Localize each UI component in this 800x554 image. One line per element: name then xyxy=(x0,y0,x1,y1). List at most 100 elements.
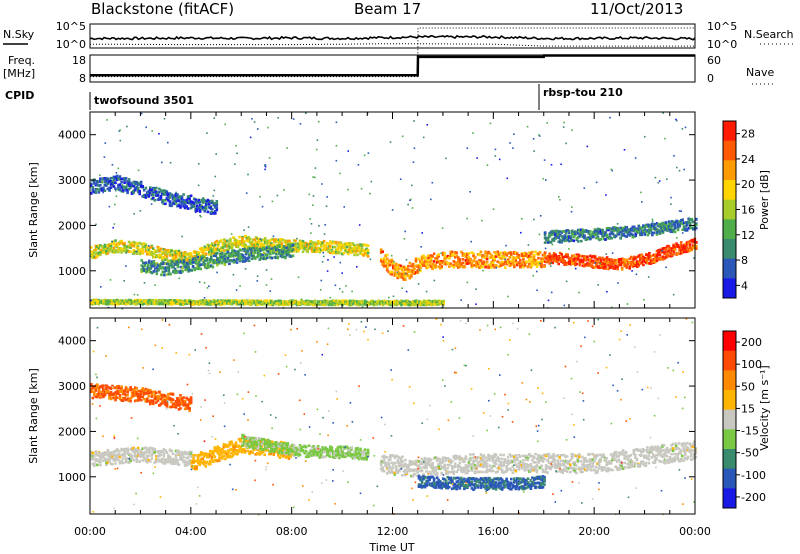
heatmap-cell xyxy=(251,302,255,305)
heatmap-cell xyxy=(522,255,525,259)
heatmap-dot xyxy=(550,262,552,264)
heatmap-cell xyxy=(204,200,208,203)
heatmap-cell xyxy=(322,239,326,243)
heatmap-cell xyxy=(135,252,138,255)
heatmap-cell xyxy=(252,247,255,250)
heatmap-cell xyxy=(412,300,415,303)
heatmap-cell xyxy=(371,301,374,304)
heatmap-cell xyxy=(156,245,160,249)
heatmap-cell xyxy=(196,255,199,259)
heatmap-cell xyxy=(179,251,182,255)
heatmap-cell xyxy=(381,300,385,304)
heatmap-cell xyxy=(646,233,650,237)
heatmap-cell xyxy=(174,253,178,257)
heatmap-cell xyxy=(295,242,299,246)
heatmap-cell xyxy=(240,249,243,252)
heatmap-cell xyxy=(692,246,695,250)
heatmap-cell xyxy=(141,301,144,304)
heatmap-dot xyxy=(666,178,668,180)
heatmap-cell xyxy=(614,234,618,238)
heatmap-cell xyxy=(642,230,645,234)
heatmap-cell xyxy=(280,301,284,305)
heatmap-cell xyxy=(664,248,668,251)
heatmap-cell xyxy=(633,227,636,230)
heatmap-cell xyxy=(675,253,678,256)
heatmap-cell xyxy=(567,231,571,235)
heatmap-cell xyxy=(237,252,240,255)
heatmap-cell xyxy=(229,252,233,255)
heatmap-cell xyxy=(528,259,531,263)
heatmap-cell xyxy=(112,251,116,254)
heatmap-cell xyxy=(422,264,425,267)
heatmap-cell xyxy=(279,240,282,244)
heatmap-cell xyxy=(673,224,677,227)
heatmap-dot xyxy=(388,296,390,299)
heatmap-dot xyxy=(521,218,523,220)
heatmap-cell xyxy=(386,303,390,306)
heatmap-cell xyxy=(599,232,603,235)
heatmap-cell xyxy=(398,263,401,267)
heatmap-cell xyxy=(159,254,163,257)
heatmap-cell xyxy=(610,265,613,268)
heatmap-cell xyxy=(695,244,698,248)
heatmap-dot xyxy=(404,230,406,233)
heatmap-cell xyxy=(679,243,683,247)
heatmap-cell xyxy=(170,193,173,196)
heatmap-cell xyxy=(188,201,191,205)
heatmap-cell xyxy=(198,208,202,212)
heatmap-dot xyxy=(234,163,236,165)
heatmap-dot xyxy=(640,191,642,194)
heatmap-cell xyxy=(396,268,400,271)
heatmap-cell xyxy=(172,269,175,273)
heatmap-cell xyxy=(244,243,247,247)
heatmap-cell xyxy=(225,252,228,255)
heatmap-cell xyxy=(197,253,200,256)
heatmap-cell xyxy=(182,203,185,206)
heatmap-cell xyxy=(149,299,152,302)
heatmap-cell xyxy=(660,223,663,227)
freq-line-nave xyxy=(90,27,695,78)
heatmap-cell xyxy=(211,199,214,203)
heatmap-cell xyxy=(532,256,536,259)
heatmap-cell xyxy=(348,302,352,306)
heatmap-cell xyxy=(362,301,365,305)
heatmap-cell xyxy=(672,250,675,253)
heatmap-cell xyxy=(335,251,338,254)
heatmap-dot xyxy=(404,272,407,275)
heatmap-dot xyxy=(351,290,353,293)
heatmap-cell xyxy=(105,184,108,187)
heatmap-cell xyxy=(273,249,277,253)
heatmap-cell xyxy=(238,258,242,262)
heatmap-cell xyxy=(209,302,213,305)
heatmap-cell xyxy=(108,180,111,183)
heatmap-cell xyxy=(640,229,644,233)
heatmap-dot xyxy=(678,169,681,172)
heatmap-cell xyxy=(152,192,155,196)
heatmap-cell xyxy=(614,258,618,262)
heatmap-cell xyxy=(616,227,619,230)
heatmap-cell xyxy=(552,257,556,260)
heatmap-cell xyxy=(130,300,134,303)
heatmap-cell xyxy=(396,276,400,280)
heatmap-cell xyxy=(136,186,140,190)
heatmap-cell xyxy=(235,302,238,306)
heatmap-cell xyxy=(484,251,487,254)
heatmap-cell xyxy=(363,243,367,247)
heatmap-cell xyxy=(433,299,436,303)
heatmap-cell xyxy=(97,244,101,247)
heatmap-cell xyxy=(345,244,349,247)
heatmap-cell xyxy=(194,300,197,303)
heatmap-dot xyxy=(357,164,360,166)
heatmap-cell xyxy=(602,258,606,262)
heatmap-cell xyxy=(162,300,166,304)
heatmap-cell xyxy=(676,252,680,255)
heatmap-cell xyxy=(167,192,170,195)
heatmap-cell xyxy=(155,254,158,257)
heatmap-cell xyxy=(229,254,233,258)
heatmap-cell xyxy=(202,260,205,264)
heatmap-cell xyxy=(673,246,677,249)
heatmap-dot xyxy=(259,238,261,240)
heatmap-cell xyxy=(282,245,286,248)
heatmap-cell xyxy=(245,239,249,242)
heatmap-cell xyxy=(695,247,698,250)
